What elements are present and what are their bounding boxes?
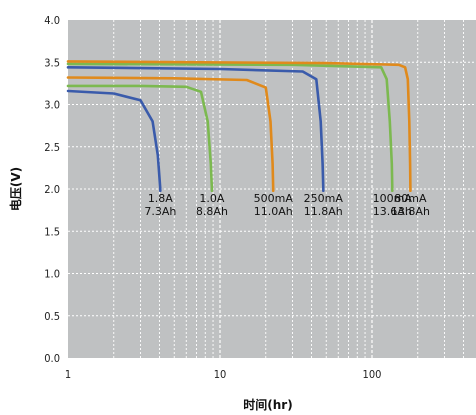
series-label-2-line-1: 11.0Ah — [254, 205, 293, 218]
series-label-4-line-0: 100mA — [373, 192, 413, 205]
y-tick-label: 2.5 — [44, 141, 60, 154]
series-label-2-line-0: 500mA — [254, 192, 294, 205]
series-label-5-line-1: 13.8Ah — [391, 205, 430, 218]
series-line-2 — [66, 76, 275, 192]
series-label-0-line-0: 1.8A — [148, 192, 173, 205]
x-tick-label: 10 — [214, 368, 227, 381]
series-line-4 — [66, 62, 394, 192]
y-tick-labels: 0.0 0.5 1.0 1.5 2.0 2.5 3.0 3.5 4.0 — [44, 14, 60, 365]
y-tick-label: 1.0 — [44, 268, 60, 281]
y-tick-label: 3.5 — [44, 56, 60, 69]
y-tick-label: 1.5 — [44, 225, 60, 238]
y-tick-label: 4.0 — [44, 14, 60, 27]
series-label-1-line-0: 1.0A — [199, 192, 224, 205]
x-tick-label: 1 — [65, 368, 71, 381]
series-line-0 — [66, 89, 162, 192]
y-tick-label: 0.5 — [44, 310, 60, 323]
y-tick-label: 3.0 — [44, 99, 60, 112]
x-tick-labels: 1 10 100 — [65, 368, 382, 381]
y-axis-label: 电压(V) — [8, 167, 23, 211]
series-label-1-line-1: 8.8Ah — [196, 205, 228, 218]
series-label-3-line-0: 250mA — [304, 192, 344, 205]
series-group — [66, 60, 412, 192]
series-label-0-line-1: 7.3Ah — [144, 205, 176, 218]
series-label-3-line-1: 11.8Ah — [304, 205, 343, 218]
series-line-5 — [66, 60, 412, 192]
x-tick-label: 100 — [363, 368, 382, 381]
series-label-4-line-1: 13.6Ah — [373, 205, 412, 218]
series-line-1 — [66, 84, 214, 192]
x-axis-label: 时间(hr) — [243, 397, 292, 412]
y-tick-label: 2.0 — [44, 183, 60, 196]
series-line-3 — [66, 66, 325, 192]
series-label-5-line-0: 80mA — [394, 192, 427, 205]
y-tick-label: 0.0 — [44, 352, 60, 365]
